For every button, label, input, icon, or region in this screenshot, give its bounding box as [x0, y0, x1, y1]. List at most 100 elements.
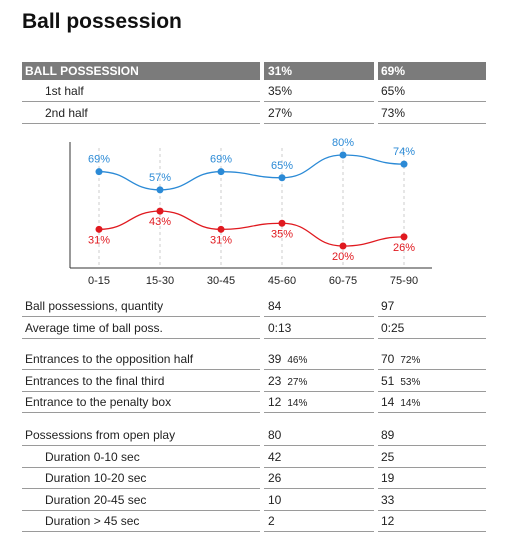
stat-cell: Average time of ball poss.: [22, 318, 260, 339]
stat-cell: Entrance to the penalty box: [22, 392, 260, 413]
value-label: 74%: [393, 146, 415, 158]
summary-cell: 73%: [378, 103, 486, 124]
summary-cell: 27%: [264, 103, 374, 124]
stat-cell: 23 27%: [264, 371, 374, 392]
stat-cell: 70 72%: [378, 349, 486, 370]
value-label: 43%: [149, 216, 171, 228]
stat-value: 23: [268, 373, 282, 388]
stat-cell: 12: [378, 511, 486, 532]
stat-cell: 97: [378, 296, 486, 317]
stat-cell: 0:13: [264, 318, 374, 339]
summary-cell: 35%: [264, 81, 374, 102]
stat-value: Duration 20-45 sec: [45, 492, 147, 507]
stat-cell: 14 14%: [378, 392, 486, 413]
value-label: 31%: [210, 234, 232, 246]
stat-value: Duration > 45 sec: [45, 514, 140, 528]
stat-cell: Duration > 45 sec: [22, 511, 260, 532]
stat-cell: 26: [264, 468, 374, 489]
point: [400, 160, 408, 168]
point: [156, 186, 164, 194]
summary-cell: 1st half: [22, 81, 260, 102]
stat-value: Entrance to the penalty box: [25, 395, 172, 409]
stat-value: 33: [381, 492, 395, 507]
stat-share: 14%: [287, 398, 308, 409]
stat-value: 0:13: [268, 320, 292, 335]
stat-value: 26: [268, 471, 282, 485]
stat-value: 10: [268, 492, 282, 507]
stat-value: Ball possessions, quantity: [25, 299, 164, 313]
page-title: Ball possession: [22, 10, 182, 33]
x-tick-label: 75-90: [390, 275, 418, 287]
stat-cell: 25: [378, 447, 486, 468]
stat-value: 14: [381, 395, 395, 409]
value-label: 35%: [271, 228, 293, 240]
header-cell: 31%: [264, 62, 374, 80]
value-label: 80%: [332, 137, 354, 149]
stat-cell: 39 46%: [264, 349, 374, 370]
stat-value: 80: [268, 428, 282, 442]
stat-cell: 84: [264, 296, 374, 317]
header-cell: 69%: [378, 62, 486, 80]
stat-value: Duration 0-10 sec: [45, 449, 140, 464]
stat-value: 70: [381, 352, 395, 366]
x-tick-label: 15-30: [146, 275, 174, 287]
stat-value: 2: [268, 514, 275, 528]
series-line: [98, 154, 405, 191]
value-label: 65%: [271, 160, 293, 172]
point: [156, 207, 164, 215]
stat-cell: Ball possessions, quantity: [22, 296, 260, 317]
stat-cell: 51 53%: [378, 371, 486, 392]
stat-cell: Duration 0-10 sec: [22, 447, 260, 468]
series-line: [98, 210, 405, 247]
stat-cell: 12 14%: [264, 392, 374, 413]
stat-value: 42: [268, 449, 282, 464]
stat-cell: 80: [264, 425, 374, 446]
x-tick-label: 45-60: [268, 275, 296, 287]
point: [95, 168, 103, 176]
point: [95, 225, 103, 233]
summary-cell: 2nd half: [22, 103, 260, 124]
stat-value: 12: [381, 514, 395, 528]
stat-value: Duration 10-20 sec: [45, 471, 147, 485]
stat-value: 19: [381, 471, 395, 485]
stat-share: 46%: [287, 355, 308, 366]
stat-value: Possessions from open play: [25, 428, 176, 442]
stat-value: 39: [268, 352, 282, 366]
value-label: 31%: [88, 234, 110, 246]
stat-value: 51: [381, 373, 395, 388]
header-cell: BALL POSSESSION: [22, 62, 260, 80]
x-tick-label: 30-45: [207, 275, 235, 287]
stat-value: 97: [381, 299, 395, 313]
point: [278, 219, 286, 227]
x-tick-label: 60-75: [329, 275, 357, 287]
stat-value: 89: [381, 428, 395, 442]
value-label: 20%: [332, 251, 354, 263]
stat-share: 27%: [287, 376, 308, 388]
stat-cell: 42: [264, 447, 374, 468]
point: [400, 233, 408, 241]
x-tick-label: 0-15: [88, 275, 110, 287]
stat-share: 14%: [400, 398, 421, 409]
value-label: 26%: [393, 242, 415, 254]
value-label: 57%: [149, 172, 171, 184]
point: [217, 225, 225, 233]
stat-value: Average time of ball poss.: [25, 320, 163, 335]
stat-value: Entrances to the opposition half: [25, 352, 194, 366]
point: [278, 174, 286, 182]
stat-share: 72%: [400, 355, 421, 366]
stat-cell: Possessions from open play: [22, 425, 260, 446]
value-label: 69%: [88, 154, 110, 166]
stat-cell: Duration 10-20 sec: [22, 468, 260, 489]
point: [339, 151, 347, 159]
stat-cell: Entrances to the final third: [22, 371, 260, 392]
stat-cell: Entrances to the opposition half: [22, 349, 260, 370]
stat-cell: 19: [378, 468, 486, 489]
stat-cell: 10: [264, 490, 374, 511]
summary-cell: 65%: [378, 81, 486, 102]
stat-cell: 33: [378, 490, 486, 511]
stat-cell: 89: [378, 425, 486, 446]
stat-cell: 2: [264, 511, 374, 532]
stat-value: Entrances to the final third: [25, 373, 165, 388]
point: [339, 242, 347, 250]
